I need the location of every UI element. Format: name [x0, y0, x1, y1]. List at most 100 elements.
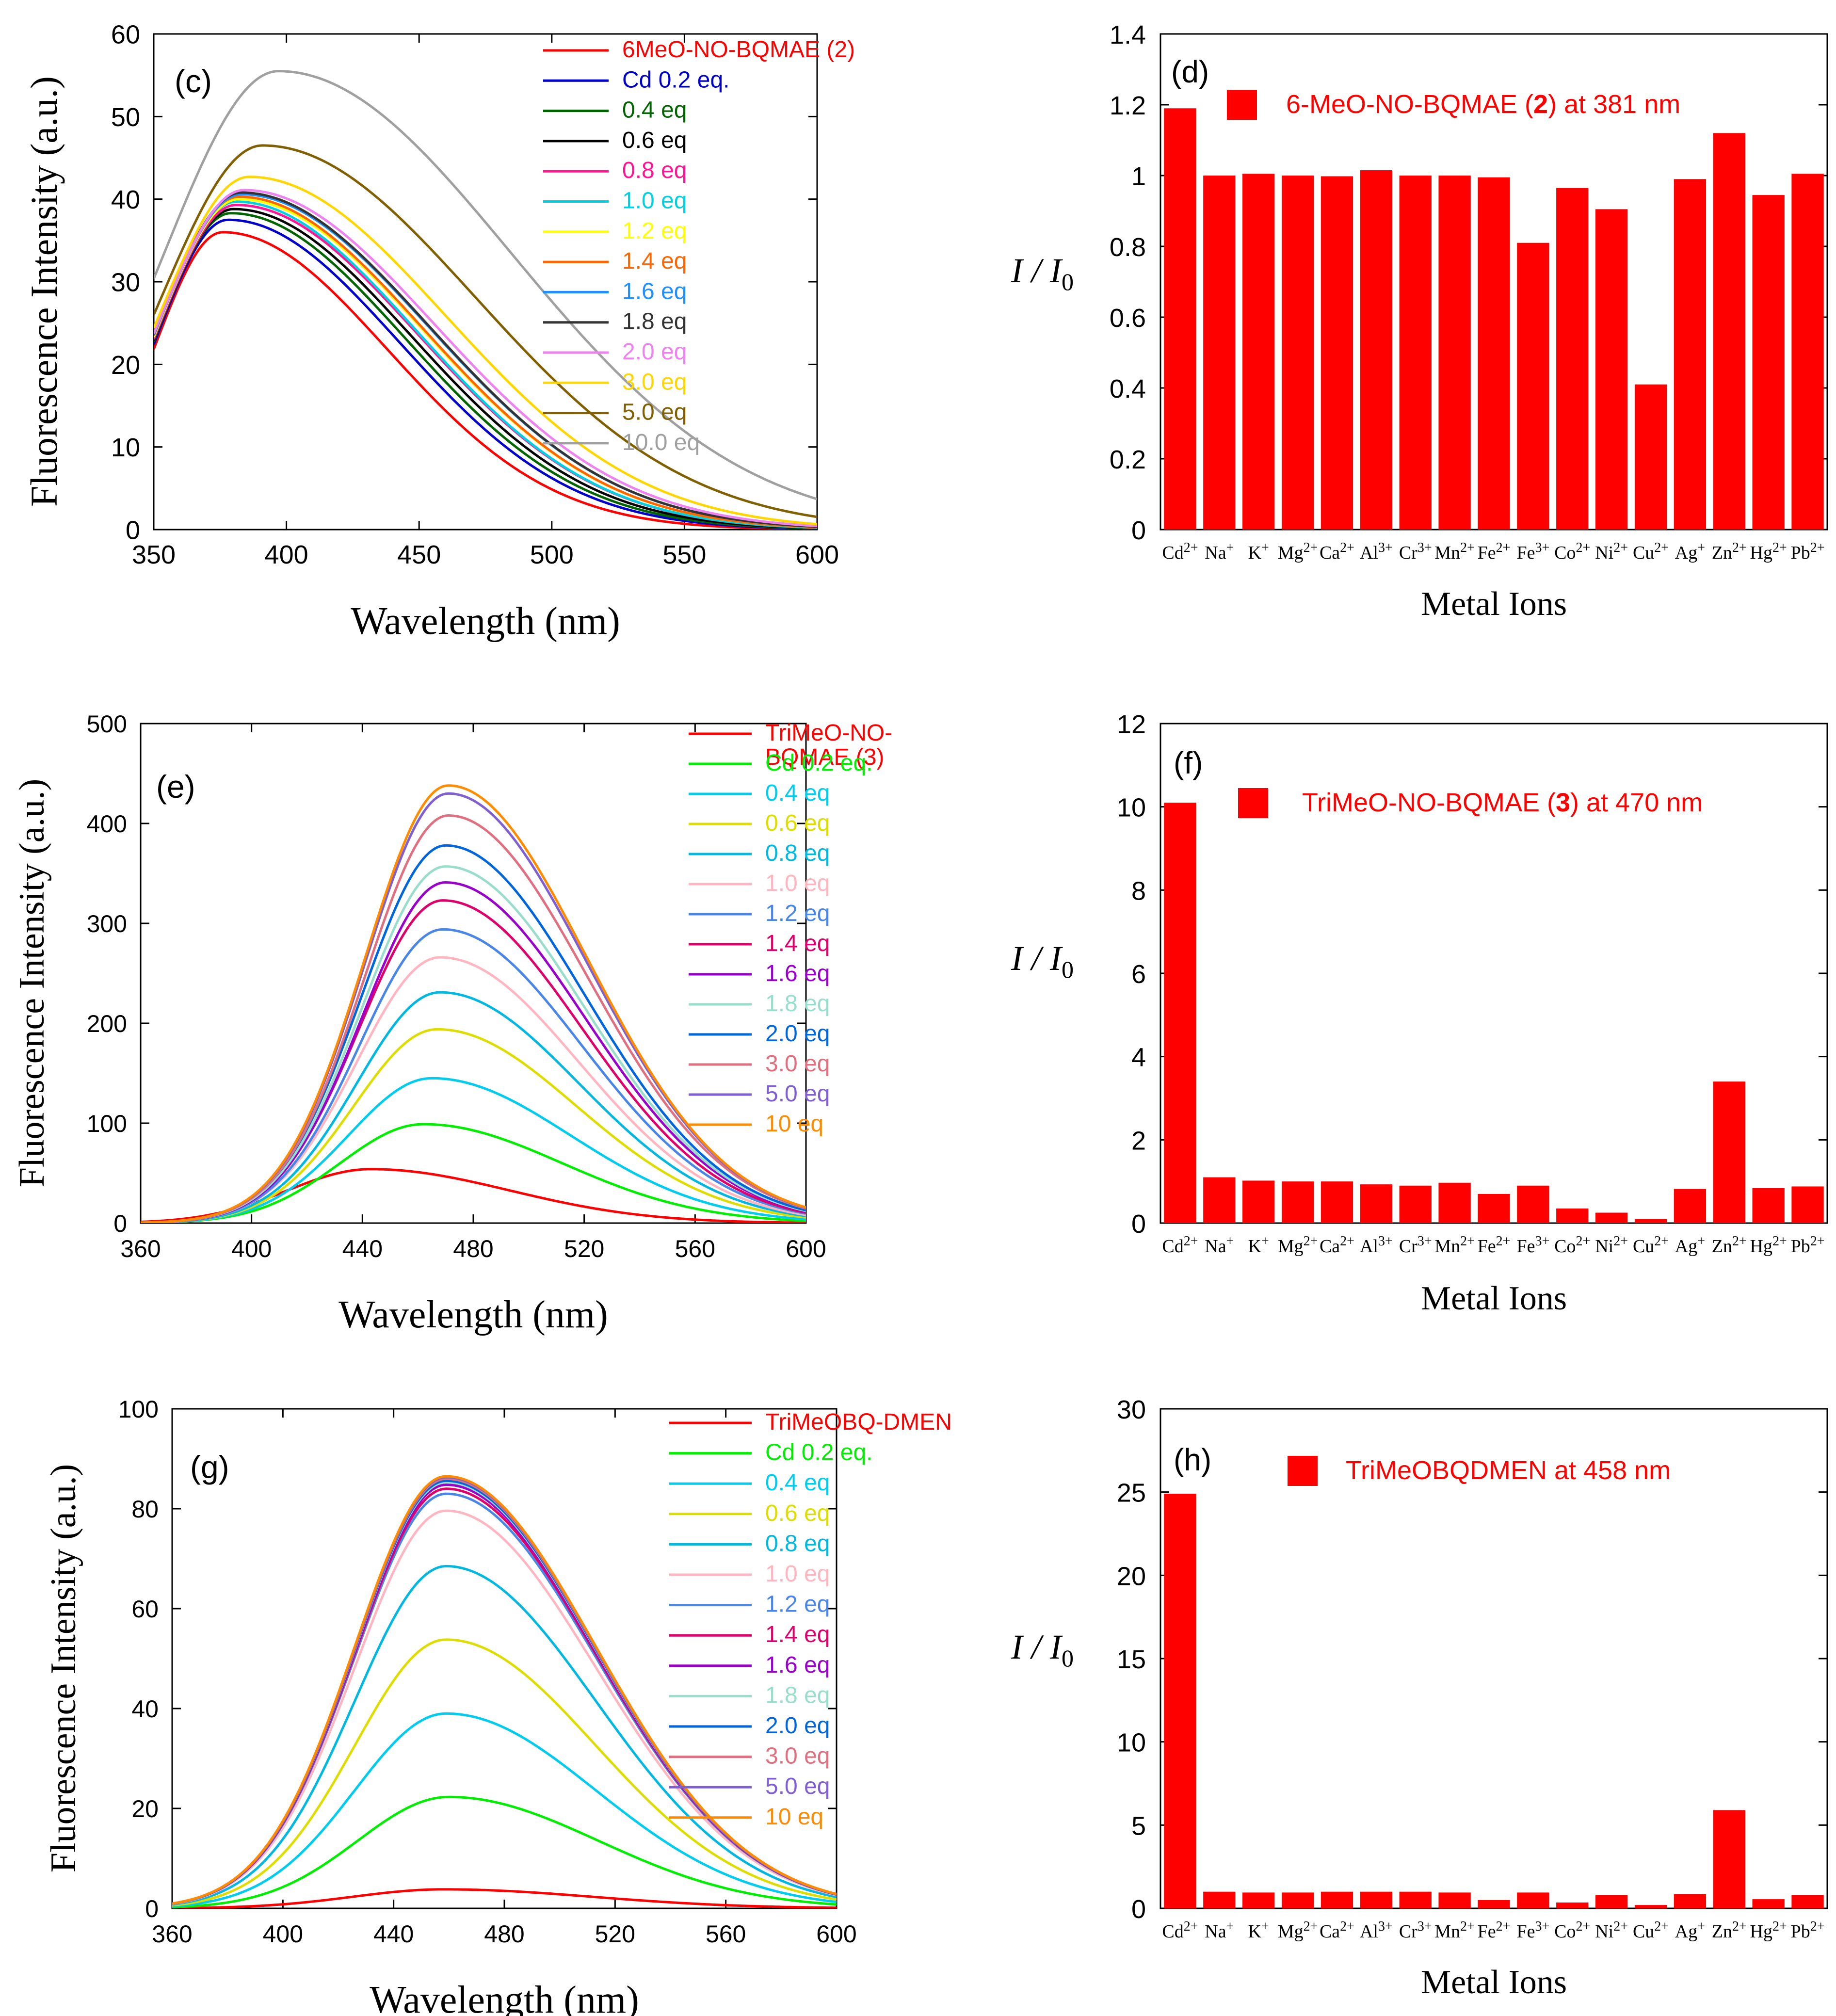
- y-tick-label: 5: [1131, 1811, 1146, 1840]
- category-label: Cu2+: [1633, 1919, 1669, 1942]
- category-label: Cu2+: [1633, 540, 1669, 563]
- series-line: [172, 1509, 837, 1905]
- bar: [1164, 1494, 1196, 1908]
- legend-label: 1.0 eq: [765, 1561, 830, 1587]
- category-label: Ni2+: [1595, 540, 1628, 563]
- series-line: [154, 176, 817, 526]
- legend-label: TriMeO-NO-: [765, 720, 892, 746]
- series-line: [154, 218, 817, 530]
- legend-label: 1.2 eq: [622, 218, 687, 244]
- x-tick-label: 600: [816, 1920, 856, 1948]
- bar: [1556, 1902, 1589, 1908]
- y-tick-label: 60: [131, 1596, 159, 1623]
- bar: [1634, 1905, 1667, 1908]
- category-label: Cr3+: [1399, 1234, 1432, 1257]
- y-tick-label: 10: [1117, 793, 1146, 823]
- x-tick-label: 480: [484, 1920, 524, 1948]
- bar: [1321, 1891, 1353, 1908]
- series-line: [172, 1475, 837, 1905]
- category-label: Pb2+: [1791, 1919, 1825, 1942]
- category-label: Hg2+: [1750, 1234, 1787, 1257]
- bar: [1517, 1892, 1549, 1908]
- y-tick-label: 40: [131, 1695, 159, 1723]
- panel-label: (f): [1174, 745, 1203, 780]
- legend-label: 3.0 eq: [765, 1051, 830, 1077]
- y-tick-label: 50: [111, 103, 140, 132]
- y-tick-label: 300: [87, 910, 127, 937]
- y-tick-label: 30: [1117, 1395, 1146, 1424]
- y-tick-label: 0: [126, 516, 140, 545]
- bar: [1242, 1180, 1275, 1223]
- bar: [1242, 174, 1275, 530]
- legend-label: 1.6 eq: [765, 961, 830, 986]
- category-label: Fe3+: [1516, 1919, 1549, 1942]
- y-tick-label: 20: [131, 1795, 159, 1822]
- bar: [1203, 1177, 1236, 1223]
- bar: [1203, 1891, 1236, 1908]
- category-label: Ni2+: [1595, 1919, 1628, 1942]
- y-tick-label: 0.4: [1110, 374, 1146, 403]
- category-label: Zn2+: [1712, 1919, 1747, 1942]
- legend-label: 1.6 eq: [765, 1652, 830, 1678]
- series-group: [141, 784, 806, 1223]
- series-line: [172, 1564, 837, 1906]
- x-tick-label: 440: [342, 1235, 383, 1262]
- y-tick-label: 200: [87, 1010, 127, 1037]
- category-label: Cr3+: [1399, 540, 1432, 563]
- legend-label: 1.4 eq: [622, 248, 687, 274]
- legend-label: TriMeO-NO-BQMAE (3) at 470 nm: [1302, 788, 1703, 817]
- x-tick-label: 600: [795, 540, 839, 569]
- legend-label: 0.6 eq: [765, 810, 830, 836]
- bar: [1674, 1189, 1707, 1223]
- y-tick-label: 0: [1131, 1210, 1146, 1239]
- y-tick-label: 2: [1131, 1126, 1146, 1155]
- legend-label: 3.0 eq: [765, 1743, 830, 1769]
- bar: [1595, 209, 1628, 530]
- bar: [1478, 177, 1510, 530]
- series-line: [141, 991, 806, 1223]
- y-tick-label: 0: [113, 1210, 127, 1237]
- bar: [1595, 1212, 1628, 1223]
- series-line: [172, 1795, 837, 1908]
- y-tick-label: 10: [111, 433, 140, 462]
- category-label: Zn2+: [1712, 540, 1747, 563]
- series-line: [154, 208, 817, 530]
- x-tick-label: 520: [595, 1920, 635, 1948]
- y-tick-label: 0.6: [1110, 304, 1146, 333]
- panel-e: 360 400 440 480 520 560 600 0 100 200 300 400 500 Wav…: [12, 710, 892, 1336]
- x-tick-label: 360: [120, 1235, 161, 1262]
- series-group: [154, 70, 817, 530]
- y-tick-label: 80: [131, 1496, 159, 1523]
- bar: [1399, 1185, 1432, 1223]
- bar: [1791, 1186, 1824, 1223]
- legend-label: 5.0 eq: [765, 1081, 830, 1107]
- panel-label: (g): [190, 1449, 229, 1485]
- bar: [1281, 1181, 1314, 1223]
- y-axis-label: I / I0: [1011, 1628, 1074, 1672]
- category-label: Hg2+: [1750, 1919, 1787, 1942]
- legend-label: 6MeO-NO-BQMAE (2): [622, 37, 855, 63]
- category-label: Mn2+: [1434, 1919, 1475, 1942]
- series-group: [172, 1475, 837, 1908]
- panel-label: (c): [175, 63, 212, 99]
- legend-label: TriMeOBQ-DMEN: [765, 1409, 952, 1435]
- category-label: Cd2+: [1162, 540, 1198, 563]
- y-tick-label: 100: [87, 1110, 127, 1137]
- legend-label: Cd 0.2 eq.: [765, 1440, 872, 1466]
- category-label: Mn2+: [1434, 1234, 1475, 1257]
- y-tick-label: 1.4: [1110, 20, 1146, 49]
- category-label: Co2+: [1554, 1234, 1590, 1257]
- bar: [1634, 1219, 1667, 1223]
- legend-label: 0.4 eq: [765, 780, 830, 806]
- bar: [1713, 1810, 1745, 1908]
- legend-label: 1.8 eq: [765, 991, 830, 1016]
- series-line: [154, 70, 817, 500]
- legend-label: 0.4 eq: [622, 97, 687, 123]
- legend-label: 5.0 eq: [765, 1774, 830, 1799]
- bar: [1321, 1181, 1353, 1223]
- x-tick-label: 550: [662, 540, 706, 569]
- legend-label: 0.6 eq: [765, 1500, 830, 1526]
- series-line: [172, 1712, 837, 1907]
- x-tick-label: 400: [263, 1920, 303, 1948]
